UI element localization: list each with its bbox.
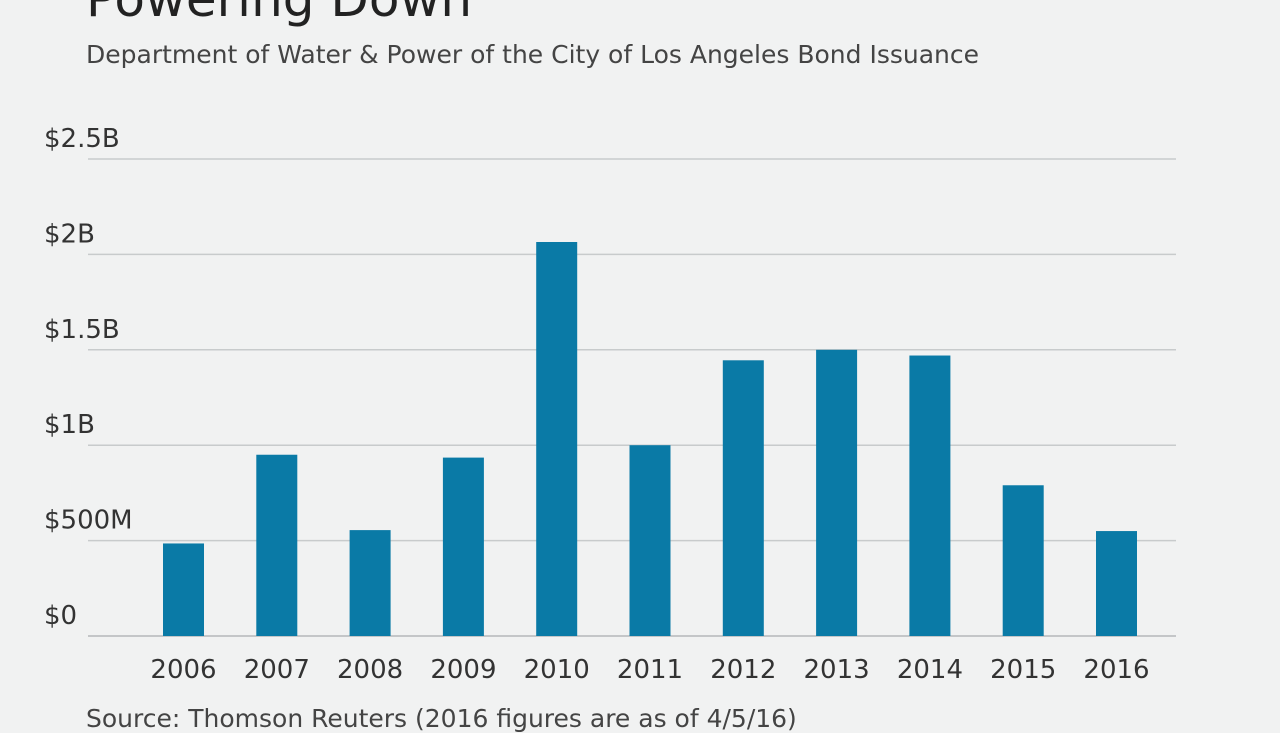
y-axis-ticks: $0 $500M $1B $1.5B $2B $2.5B: [44, 124, 133, 631]
x-tick-label: 2016: [1083, 655, 1149, 685]
y-tick-label: $2B: [44, 219, 95, 249]
bar-2006: [163, 543, 204, 636]
bar-2012: [722, 360, 764, 636]
bar-2015: [1002, 485, 1044, 636]
x-tick-label: 2006: [150, 655, 216, 685]
y-tick-label: $2.5B: [44, 124, 120, 154]
bar-2013: [816, 349, 858, 636]
x-axis-ticks: 2006 2007 2008 2009 2010 2011 2012 2013 2014 2015…: [150, 655, 1149, 685]
y-tick-label: $1B: [44, 410, 95, 440]
bars: [163, 241, 1137, 637]
x-tick-label: 2009: [430, 655, 496, 685]
x-tick-label: 2008: [337, 655, 403, 685]
x-tick-label: 2011: [617, 655, 683, 685]
bar-2008: [349, 530, 391, 636]
y-tick-label: $1.5B: [44, 315, 120, 345]
x-tick-label: 2007: [244, 655, 310, 685]
bar-2010: [536, 241, 578, 637]
y-tick-label: $500M: [44, 506, 133, 536]
chart-title: Powering Down: [86, 0, 472, 28]
bar-2009: [442, 457, 484, 636]
bar-2014: [909, 355, 951, 636]
bar-2016: [1096, 531, 1137, 636]
x-tick-label: 2013: [804, 655, 870, 685]
source-note: Source: Thomson Reuters (2016 figures ar…: [86, 704, 797, 733]
x-tick-label: 2012: [710, 655, 776, 685]
y-tick-label: $0: [44, 601, 77, 631]
bar-2011: [629, 445, 671, 636]
x-tick-label: 2014: [897, 655, 963, 685]
x-tick-label: 2015: [990, 655, 1056, 685]
x-tick-label: 2010: [524, 655, 590, 685]
bar-2007: [256, 454, 298, 636]
chart-subtitle: Department of Water & Power of the City …: [86, 40, 980, 69]
